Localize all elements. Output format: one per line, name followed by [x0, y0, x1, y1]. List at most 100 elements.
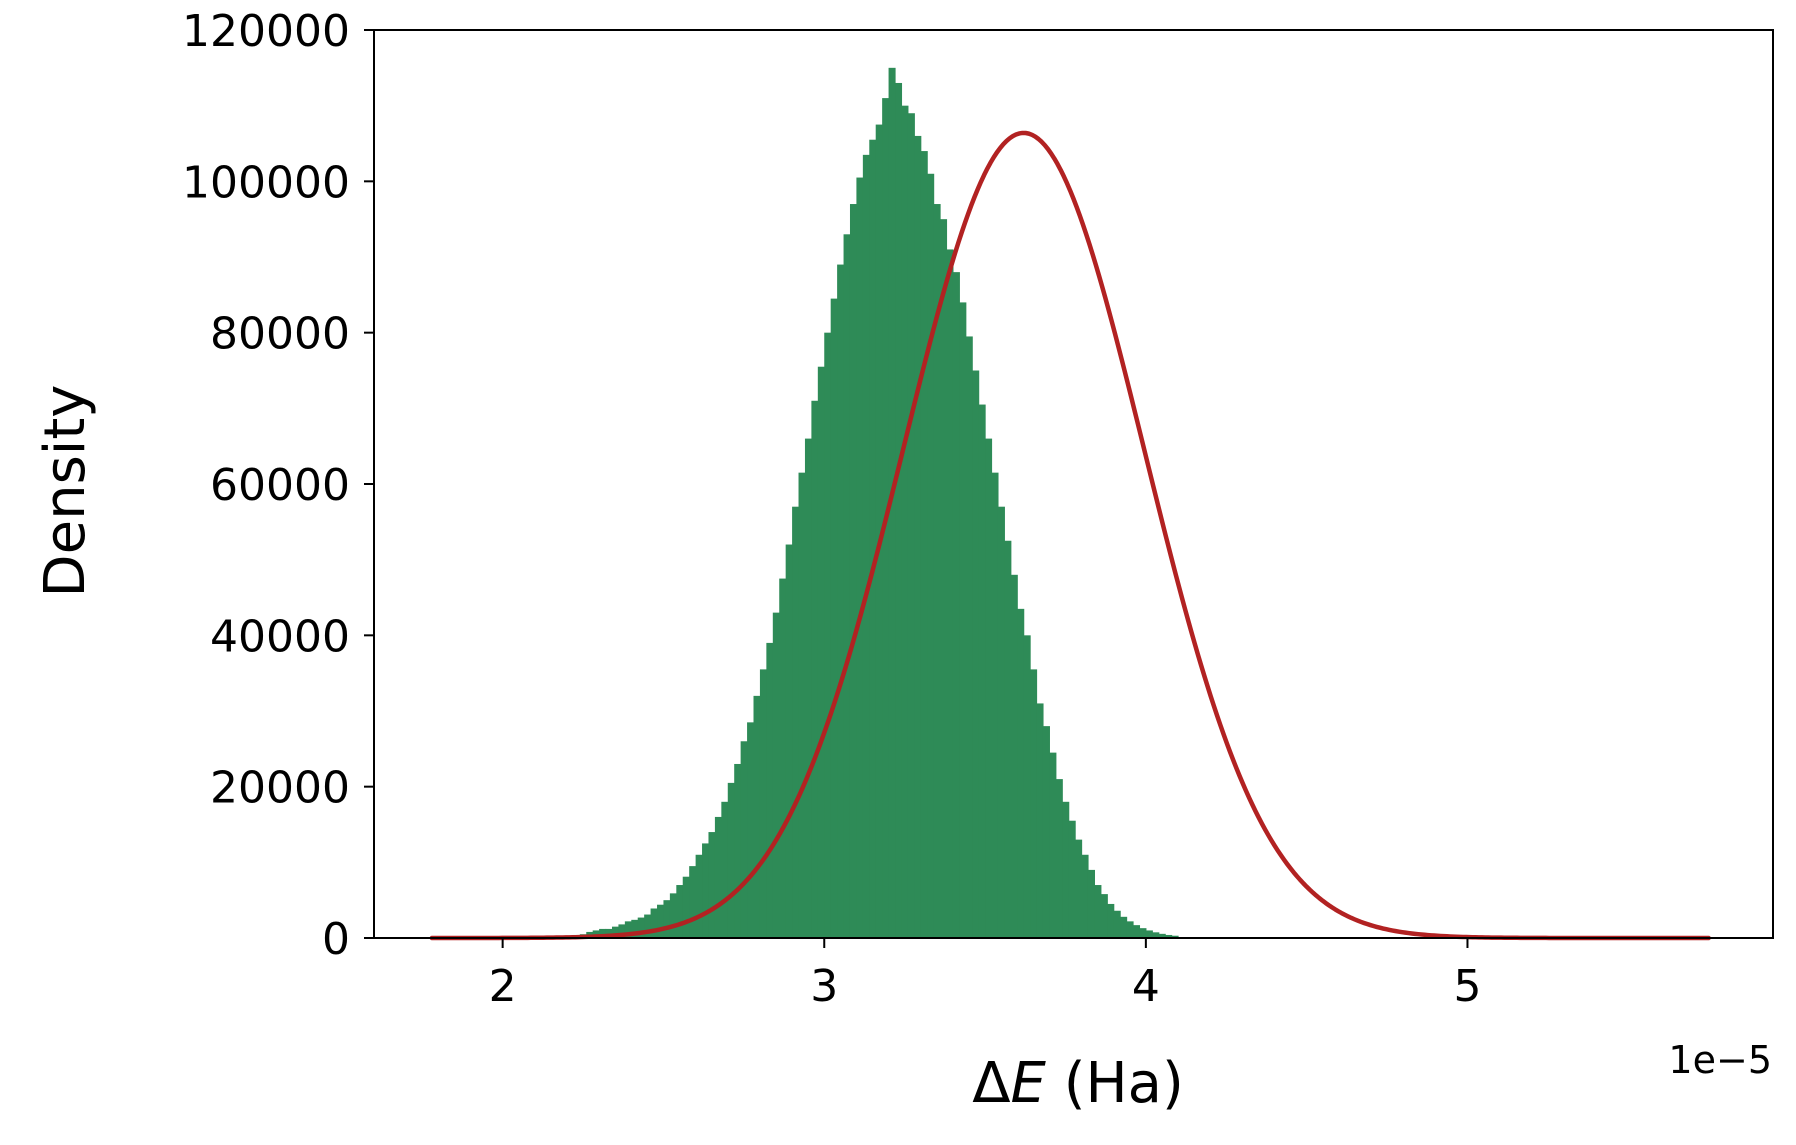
histogram-bar [631, 919, 639, 938]
histogram-bar [695, 854, 703, 938]
histogram-bar [1165, 934, 1173, 938]
histogram-bar [1023, 635, 1031, 938]
histogram-bar [766, 642, 774, 938]
histogram-bar [1094, 885, 1102, 938]
histogram-bar [792, 506, 800, 938]
histogram-bar [972, 370, 980, 938]
x-axis-label: ΔE (Ha) [972, 1051, 1184, 1116]
histogram-bar [811, 400, 819, 938]
histogram-bar [1171, 935, 1179, 938]
histogram-bar [734, 763, 742, 938]
histogram-bar [1042, 726, 1050, 938]
histogram-bar [1055, 779, 1063, 938]
histogram-bar [959, 302, 967, 938]
y-tick-label: 100000 [182, 157, 350, 208]
histogram-bar [920, 151, 928, 938]
histogram-bar [747, 722, 755, 938]
histogram-bar [611, 926, 620, 938]
histogram-bar [1017, 608, 1025, 938]
y-tick-label: 20000 [210, 763, 350, 814]
histogram-bar [991, 472, 999, 938]
histogram-bar [1036, 703, 1044, 938]
histogram-bar [644, 914, 652, 938]
histogram-bar [708, 832, 716, 938]
histogram-bar [1062, 801, 1070, 938]
histogram-bar [997, 506, 1005, 938]
histogram-bar [772, 612, 780, 938]
histogram-bar [1126, 921, 1134, 938]
histogram-bar [940, 219, 948, 939]
histogram-bar [727, 782, 735, 938]
histogram-bar [624, 921, 632, 938]
histogram-bar [1158, 933, 1166, 938]
histogram-bar [875, 124, 883, 938]
histogram-bar [914, 135, 922, 938]
histogram-bar [753, 695, 761, 938]
histogram-bar [676, 885, 684, 938]
y-tick-label: 80000 [210, 309, 350, 360]
histogram-bar [1010, 574, 1018, 938]
histogram-bar [798, 472, 806, 938]
histogram-bar [869, 139, 877, 939]
histogram-bar [650, 908, 658, 938]
histogram-bar [946, 249, 954, 938]
histogram-bar [978, 404, 986, 938]
histogram-bar [592, 930, 600, 938]
histogram-bar [933, 204, 941, 938]
histogram-bar [901, 105, 909, 939]
histogram-bar [740, 741, 748, 938]
histogram-bar [856, 177, 864, 939]
y-tick-label: 60000 [210, 460, 350, 511]
histogram-bar [721, 801, 729, 938]
histogram-bar [657, 904, 665, 938]
histogram-bar [682, 876, 690, 938]
histogram-bar [907, 113, 915, 939]
histogram-bar [804, 438, 812, 938]
histogram-bar [1087, 869, 1095, 938]
x-tick-label: 2 [489, 961, 517, 1012]
histogram-bar [714, 816, 722, 938]
histogram-bar [895, 82, 903, 939]
histogram-bar [702, 843, 710, 938]
histogram-bar [605, 928, 613, 938]
y-tick-label: 120000 [182, 6, 350, 57]
histogram-bar [965, 336, 973, 938]
histogram-bar [779, 578, 787, 938]
x-axis-ticks: 2 3 4 5 [489, 938, 1481, 1012]
x-tick-label: 4 [1132, 961, 1160, 1012]
histogram-bar [663, 900, 671, 938]
histogram-bar [1133, 925, 1141, 938]
histogram-bar [824, 332, 832, 938]
histogram-bar [785, 544, 793, 938]
histogram-bar [1139, 928, 1147, 938]
histogram-bar [669, 893, 677, 938]
histogram-bar [927, 173, 935, 938]
histogram-bar [1145, 930, 1153, 938]
histogram-bar [1075, 839, 1083, 938]
histogram-bar [1152, 932, 1160, 938]
histogram-bar [1030, 669, 1038, 938]
histogram-bar [689, 866, 697, 938]
histogram-bar [849, 204, 858, 938]
histogram-bar [837, 264, 845, 938]
histogram-bar [1100, 894, 1108, 938]
histogram-bar [599, 928, 607, 938]
histogram-bar [1120, 916, 1128, 938]
histogram-bar [817, 366, 825, 939]
x-axis-offset-text: 1e−5 [1668, 1038, 1772, 1082]
x-tick-label: 5 [1453, 961, 1481, 1012]
histogram-bar [1081, 854, 1089, 938]
histogram-bar [1004, 540, 1012, 938]
histogram-bar [985, 438, 993, 938]
histogram-bar [1113, 910, 1121, 938]
histogram-bar [830, 298, 838, 938]
y-tick-label: 0 [322, 914, 350, 965]
y-tick-label: 40000 [210, 611, 350, 662]
histogram-bar [862, 154, 870, 939]
histogram-bar [1049, 752, 1057, 938]
histogram-bar [1107, 903, 1115, 938]
histogram-bar [637, 917, 645, 938]
histogram-bar [759, 669, 767, 938]
x-tick-label: 3 [810, 961, 838, 1012]
